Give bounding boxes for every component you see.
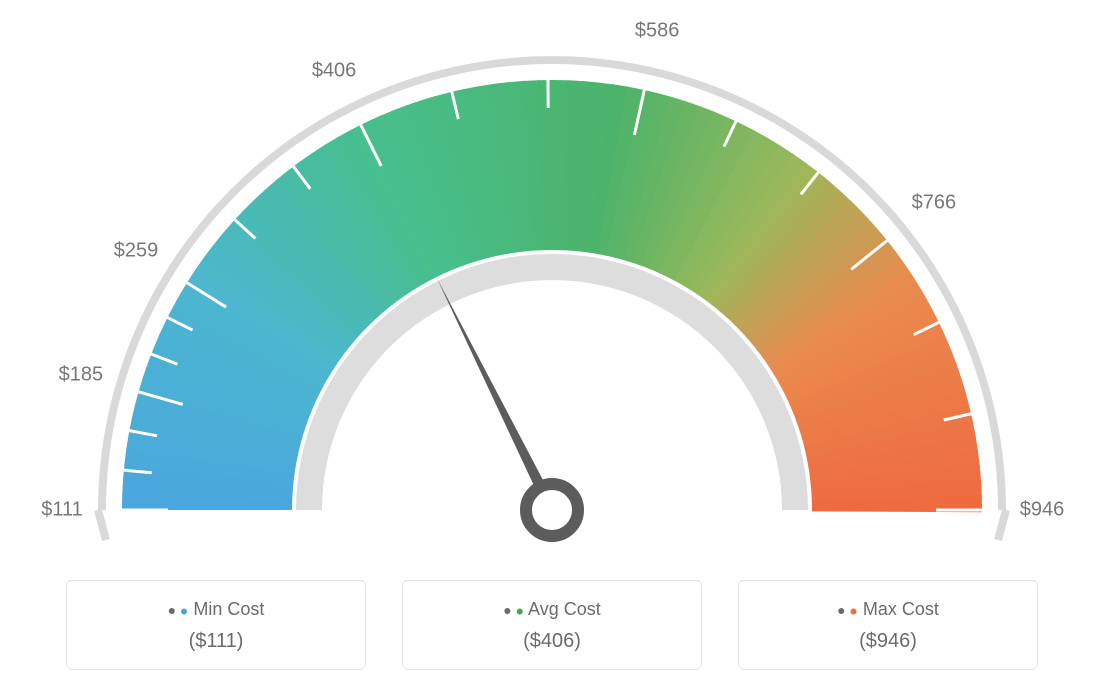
gauge-tick-label: $259 xyxy=(114,240,159,263)
legend-row: ● Min Cost ($111) ● Avg Cost ($406) ● Ma… xyxy=(0,580,1104,670)
legend-value-avg: ($406) xyxy=(413,630,691,653)
gauge-chart: $111 $185 $259 $406 $586 $766 $946 xyxy=(0,0,1104,560)
gauge-tick-label: $766 xyxy=(912,191,957,214)
legend-card-min: ● Min Cost ($111) xyxy=(66,580,366,670)
legend-card-avg: ● Avg Cost ($406) xyxy=(402,580,702,670)
gauge-tick-label: $586 xyxy=(635,20,680,43)
gauge-tick-label: $185 xyxy=(59,364,104,387)
legend-value-max: ($946) xyxy=(749,630,1027,653)
legend-label-avg: ● Avg Cost xyxy=(413,599,691,620)
legend-label-min: ● Min Cost xyxy=(77,599,355,620)
legend-label-max: ● Max Cost xyxy=(749,599,1027,620)
gauge-svg xyxy=(0,0,1104,560)
legend-card-max: ● Max Cost ($946) xyxy=(738,580,1038,670)
legend-value-min: ($111) xyxy=(77,630,355,653)
gauge-tick-label: $111 xyxy=(41,499,83,522)
gauge-tick-label: $946 xyxy=(1020,499,1065,522)
gauge-tick-label: $406 xyxy=(312,60,357,83)
